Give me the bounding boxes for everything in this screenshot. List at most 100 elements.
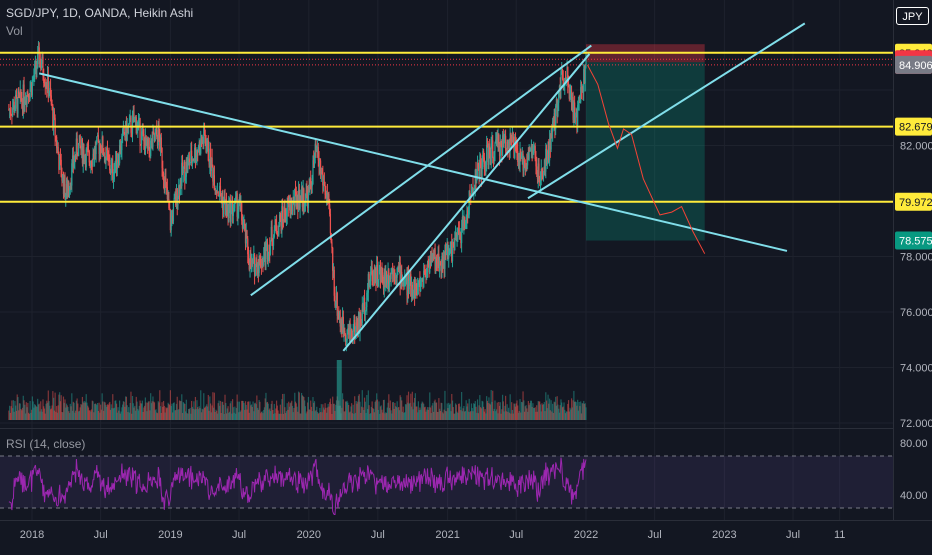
- time-tick-label: 2020: [297, 529, 321, 541]
- candle-body: [395, 276, 398, 278]
- candle-body: [516, 146, 518, 151]
- candle-body: [354, 332, 357, 336]
- candle-body: [403, 280, 405, 284]
- volume-bar: [435, 402, 438, 420]
- volume-bar: [24, 404, 26, 420]
- volume-bar: [134, 405, 136, 420]
- currency-badge[interactable]: JPY: [896, 7, 929, 25]
- volume-bar: [404, 404, 407, 420]
- volume-bar: [130, 391, 132, 420]
- candle-body: [583, 68, 585, 92]
- volume-bar: [118, 410, 120, 420]
- volume-legend: Vol: [6, 24, 23, 38]
- volume-bar: [486, 396, 488, 420]
- candle-body: [121, 136, 123, 151]
- projection-path: [587, 64, 706, 254]
- candle-body: [195, 157, 197, 162]
- volume-bar: [347, 402, 349, 420]
- volume-bar: [468, 398, 470, 420]
- volume-bar: [245, 404, 247, 420]
- candle-body: [360, 322, 363, 324]
- volume-bar: [443, 409, 445, 420]
- candle-body: [580, 87, 582, 103]
- candle-body: [547, 141, 549, 160]
- candle-body: [274, 219, 276, 230]
- candle-body: [426, 264, 429, 272]
- candle-body: [188, 158, 190, 166]
- volume-bar: [163, 405, 165, 420]
- candle-body: [420, 281, 422, 292]
- candle-body: [394, 276, 396, 278]
- volume-bar: [510, 413, 512, 420]
- volume-bar: [411, 391, 413, 420]
- candle-body: [408, 281, 410, 290]
- volume-bar: [332, 403, 335, 420]
- time-tick-label: Jul: [786, 529, 800, 541]
- volume-bar: [12, 400, 15, 420]
- candle-body: [378, 269, 380, 280]
- volume-bar: [583, 403, 586, 420]
- volume-bar: [458, 403, 460, 420]
- candle-body: [355, 322, 357, 333]
- volume-bar: [363, 409, 365, 420]
- candle-body: [204, 134, 206, 144]
- time-tick-label: Jul: [509, 529, 523, 541]
- volume-bar: [178, 409, 180, 420]
- candle-body: [364, 310, 366, 315]
- volume-bar: [386, 407, 388, 420]
- price-tick-label: 76.000: [900, 307, 932, 319]
- volume-bar: [376, 399, 379, 420]
- volume-bar: [47, 390, 49, 420]
- candle-body: [189, 162, 191, 166]
- volume-bar: [296, 406, 298, 420]
- candle-body: [169, 208, 171, 211]
- candle-body: [527, 155, 529, 160]
- volume-bar: [436, 411, 438, 420]
- price-label-bg: [895, 55, 932, 74]
- volume-bar: [275, 400, 278, 420]
- volume-bar: [348, 412, 350, 420]
- volume-spike: [336, 360, 342, 420]
- candle-body: [525, 163, 527, 170]
- volume-bar: [354, 412, 357, 420]
- volume-bar: [40, 401, 42, 420]
- volume-bar: [181, 394, 183, 420]
- symbol-legend: SGD/JPY, 1D, OANDA, Heikin Ashi: [6, 6, 194, 20]
- volume-bar: [550, 400, 552, 420]
- volume-bar: [267, 403, 269, 420]
- volume-bar: [198, 406, 200, 420]
- volume-bar: [517, 412, 520, 420]
- candle-body: [16, 97, 18, 114]
- volume-bar: [290, 402, 292, 420]
- volume-bar: [241, 400, 244, 420]
- volume-bar: [20, 408, 22, 420]
- time-tick-label: 2021: [435, 529, 459, 541]
- volume-bar: [535, 411, 537, 420]
- candle-body: [357, 325, 359, 337]
- volume-bar: [429, 407, 432, 420]
- volume-bar: [21, 407, 24, 420]
- volume-bar: [496, 402, 498, 420]
- volume-bar: [268, 409, 270, 420]
- volume-bar: [29, 400, 31, 420]
- candle-body: [291, 201, 293, 212]
- candle-body: [264, 247, 266, 263]
- pane-separator[interactable]: [0, 428, 893, 429]
- candle-body: [531, 144, 533, 155]
- volume-bar: [8, 410, 10, 420]
- candle-body: [518, 155, 520, 166]
- volume-bar: [389, 400, 391, 420]
- candle-body: [508, 144, 510, 149]
- volume-bar: [108, 403, 110, 420]
- volume-bar: [49, 405, 51, 420]
- volume-bar: [421, 401, 423, 420]
- volume-bar: [39, 411, 41, 420]
- volume-bar: [561, 402, 563, 420]
- volume-bar: [137, 408, 139, 420]
- candle-body: [578, 101, 580, 104]
- candle-body: [207, 140, 209, 161]
- volume-bar: [112, 408, 115, 420]
- volume-bar: [352, 404, 354, 420]
